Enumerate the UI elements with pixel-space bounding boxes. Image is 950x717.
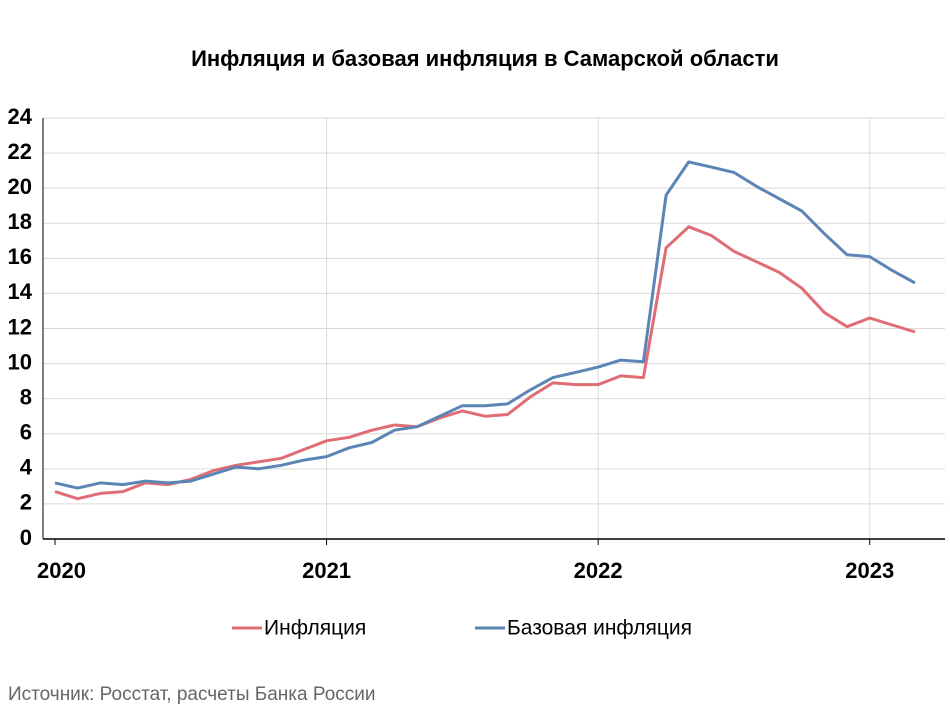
y-tick-label: 10 (8, 349, 32, 374)
chart-title: Инфляция и базовая инфляция в Самарской … (191, 46, 779, 71)
legend-label: Инфляция (264, 617, 366, 640)
data-line (54, 225, 916, 501)
y-tick-label: 18 (8, 209, 32, 234)
y-tick-label: 12 (8, 314, 32, 339)
y-tick-label: 14 (8, 279, 33, 304)
y-tick-label: 8 (20, 384, 32, 409)
y-tick-label: 20 (8, 174, 32, 199)
y-tick-label: 22 (8, 139, 32, 164)
y-tick-label: 6 (20, 420, 32, 445)
x-tick-label: 2021 (302, 558, 351, 583)
y-tick-label: 16 (8, 244, 32, 269)
x-tick-label: 2023 (845, 558, 894, 583)
source-note: Источник: Росстат, расчеты Банка России (8, 684, 376, 705)
x-tick-label: 2022 (574, 558, 623, 583)
y-tick-label: 0 (20, 525, 32, 550)
y-tick-label: 2 (20, 490, 32, 515)
y-tick-label: 4 (20, 455, 33, 480)
legend-label: Базовая инфляция (507, 617, 692, 640)
y-tick-label: 24 (8, 104, 33, 129)
x-tick-label: 2020 (37, 558, 86, 583)
data-line (54, 160, 916, 490)
